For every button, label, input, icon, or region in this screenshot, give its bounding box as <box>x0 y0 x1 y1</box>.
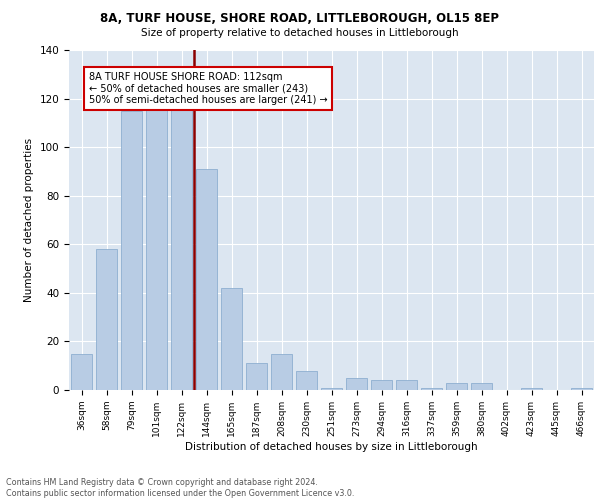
Bar <box>296 370 317 390</box>
Bar <box>571 388 592 390</box>
Bar <box>321 388 342 390</box>
Text: 8A, TURF HOUSE, SHORE ROAD, LITTLEBOROUGH, OL15 8EP: 8A, TURF HOUSE, SHORE ROAD, LITTLEBOROUG… <box>101 12 499 26</box>
Bar <box>146 104 167 390</box>
Bar <box>96 249 117 390</box>
Bar <box>171 104 192 390</box>
Bar <box>371 380 392 390</box>
Y-axis label: Number of detached properties: Number of detached properties <box>24 138 34 302</box>
Bar <box>71 354 92 390</box>
Bar <box>446 382 467 390</box>
Bar <box>221 288 242 390</box>
X-axis label: Distribution of detached houses by size in Littleborough: Distribution of detached houses by size … <box>185 442 478 452</box>
Text: Contains HM Land Registry data © Crown copyright and database right 2024.
Contai: Contains HM Land Registry data © Crown c… <box>6 478 355 498</box>
Bar <box>271 354 292 390</box>
Bar <box>196 169 217 390</box>
Bar <box>121 110 142 390</box>
Bar <box>346 378 367 390</box>
Bar <box>471 382 492 390</box>
Text: 8A TURF HOUSE SHORE ROAD: 112sqm
← 50% of detached houses are smaller (243)
50% : 8A TURF HOUSE SHORE ROAD: 112sqm ← 50% o… <box>89 72 328 105</box>
Bar <box>521 388 542 390</box>
Bar <box>396 380 417 390</box>
Bar <box>246 364 267 390</box>
Text: Size of property relative to detached houses in Littleborough: Size of property relative to detached ho… <box>141 28 459 38</box>
Bar <box>421 388 442 390</box>
